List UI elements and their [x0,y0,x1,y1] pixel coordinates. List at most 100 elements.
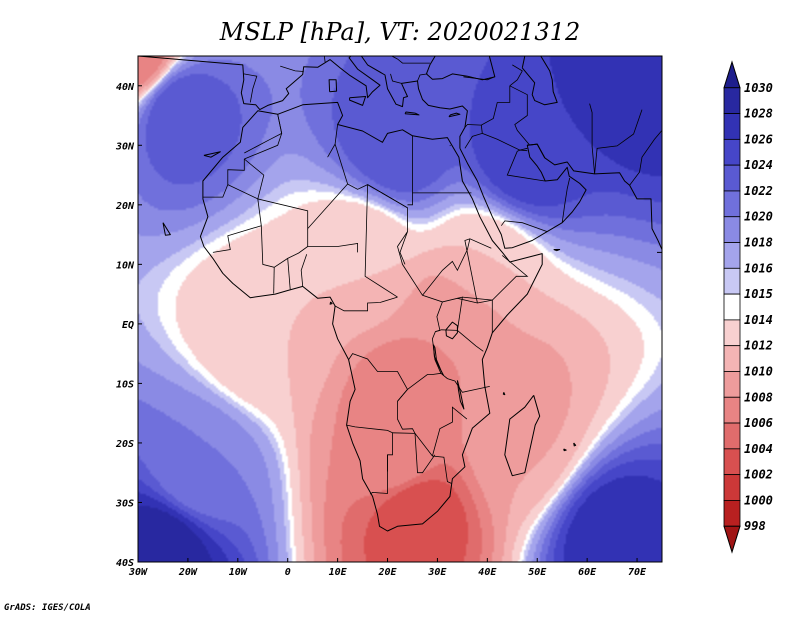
country-border [482,133,528,151]
country-border [202,159,245,198]
map-title: MSLP [hPa], VT: 2020021312 [219,18,580,46]
grads-credit: GrADS: IGES/COLA [4,603,91,613]
colorbar-level-label: 1002 [744,468,773,482]
lon-tick-label: 30W [128,567,148,578]
country-border [244,114,283,154]
country-border [243,73,258,103]
country-border [367,184,408,209]
country-border [422,238,471,296]
colorbar-level-label: 1024 [744,158,773,172]
black-sea-outline [425,56,496,81]
country-border [509,64,523,87]
country-border [463,76,495,81]
country-border [397,372,456,402]
country-border [392,432,452,484]
colorbar-swatch [723,371,741,398]
country-border [244,158,529,304]
cape-verde-outline [162,222,171,236]
country-border [500,220,548,232]
colorbar-level-label: 1018 [744,236,773,250]
country-border [594,109,643,174]
colorbar: 1030 1028 1026 1024 1022 1020 1018 1016 1015 1014… [723,60,773,554]
madagascar-outline [504,395,541,477]
colorbar-swatch [723,345,741,372]
country-border [561,177,571,223]
lat-tick-label: 20S [115,439,134,450]
lon-tick-label: 0 [285,567,291,578]
colorbar-level-label: 1004 [744,442,773,456]
lat-tick-label: 10S [116,379,134,390]
longitude-axis: 30W 20W 10W 0 10E 20E 30E 40E 50E 60E 70E [128,558,647,578]
colorbar-level-label: 1028 [744,107,773,121]
country-border [390,73,402,84]
lat-tick-label: 10N [116,260,135,271]
colorbar-top-arrow [723,60,741,89]
colorbar-swatch [723,138,741,166]
country-border [432,406,468,457]
lake-malawi-outline [456,380,465,410]
crete-outline [404,111,420,116]
colorbar-level-label: 1015 [744,287,773,301]
pressure-field [138,56,662,562]
country-border [431,301,443,374]
country-border [454,380,490,393]
country-border [327,124,338,158]
canaries-outline [203,151,221,158]
country-border [212,184,262,253]
colorbar-swatch [723,293,741,321]
country-border [260,225,308,268]
colorbar-swatch [723,190,741,218]
colorbar-swatch [723,500,741,527]
country-border [346,424,393,495]
colorbar-level-label: 1008 [744,390,773,404]
colorbar-level-label: 1010 [744,364,773,378]
lon-tick-label: 60E [578,567,597,578]
colorbar-swatch [723,216,741,243]
lat-tick-label: 30S [115,498,134,509]
country-border [280,65,304,72]
country-border [399,231,408,265]
cyprus-outline [448,112,461,118]
colorbar-level-label: 1006 [744,416,773,430]
lon-tick-label: 40E [478,567,497,578]
lat-tick-label: EQ [122,320,134,331]
colorbar-level-label: 1026 [744,132,773,146]
country-border [464,238,492,304]
arabia-outline [138,56,662,250]
africa-coast-outline [199,101,543,532]
colorbar-swatch [723,422,741,450]
sardinia-outline [328,79,338,93]
bioko-outline [329,301,333,305]
colorbar-level-label: 1020 [744,210,773,224]
country-border [334,296,398,312]
lon-tick-label: 10E [329,567,348,578]
lake-victoria-outline [445,321,458,340]
persian-gulf-outline [527,143,546,159]
reunion-outline [563,448,567,452]
latitude-axis: 40N 30N 20N 10N EQ 10S 20S 30S 40S [115,82,142,569]
colorbar-swatch [723,242,741,269]
country-border [287,258,291,290]
colorbar-swatch [723,113,741,140]
colorbar-level-label: 1022 [744,184,773,198]
country-border [497,85,511,103]
colorbar-swatch [723,448,741,476]
country-border [300,254,308,287]
colorbar-level-label: 1030 [744,81,773,95]
lon-tick-label: 20W [178,567,198,578]
colorbar-level-label: 998 [744,519,766,533]
colorbar-swatch [723,267,741,295]
lat-tick-label: 40N [116,82,135,93]
country-border [307,228,358,253]
colorbar-level-label: 1016 [744,261,773,275]
plot-frame [137,55,663,563]
lat-tick-label: 30N [115,141,135,152]
country-border [397,58,430,64]
lon-tick-label: 30E [427,567,447,578]
comoros-outline [502,392,506,396]
country-border [506,151,545,182]
colorbar-bottom-arrow [723,525,741,554]
lon-tick-label: 10W [229,567,248,578]
colorbar-swatch [723,396,741,424]
